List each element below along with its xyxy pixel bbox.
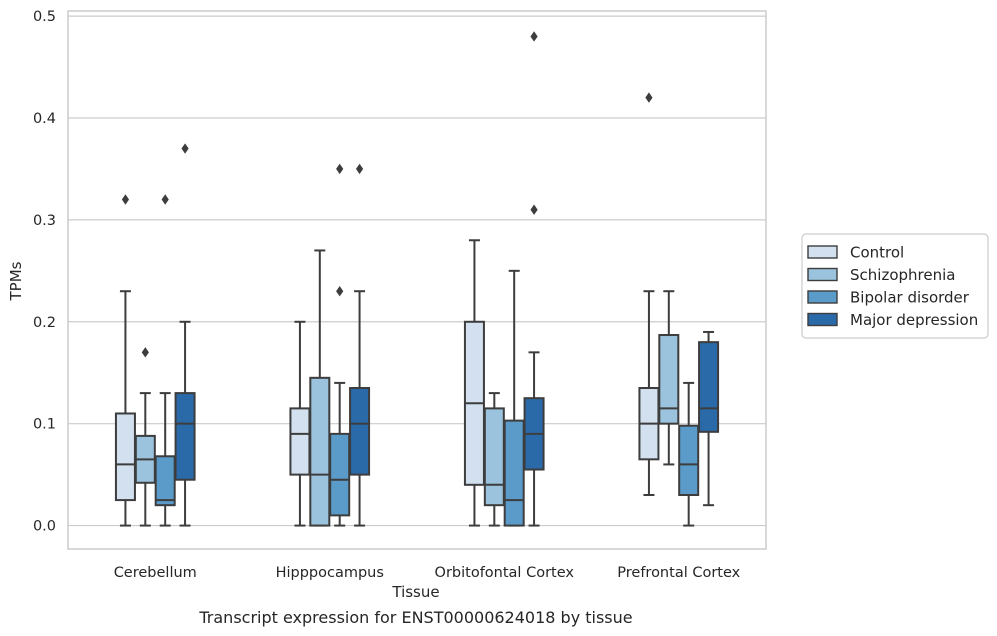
y-tick-label: 0.1 [33, 417, 56, 433]
x-tick-label: Cerebellum [114, 565, 197, 581]
legend-swatch [807, 245, 838, 259]
y-tick-label: 0.4 [33, 111, 56, 127]
box-schizophrenia [134, 347, 156, 527]
x-tick-labels: Cerebellum Hipppocampus Orbitofontal Corte… [114, 565, 741, 581]
iqr-box [658, 334, 680, 425]
y-tick-label: 0.0 [33, 519, 56, 535]
iqr-box [309, 376, 331, 527]
box-control [463, 239, 485, 527]
outlier-point [121, 194, 130, 205]
x-tick-label: Orbitofontal Cortex [435, 565, 575, 581]
x-tick-label: Prefrontal Cortex [617, 565, 740, 581]
gridlines [68, 15, 766, 527]
outlier-point [530, 31, 538, 42]
legend-label: Control [850, 244, 904, 262]
outlier-point [530, 204, 538, 215]
x-axis-label: Tissue [391, 583, 439, 601]
outlier-point [181, 143, 189, 154]
legend-frame [801, 233, 989, 339]
legend-swatch [807, 267, 838, 282]
box-schizophrenia [309, 249, 331, 527]
box-schizophrenia [658, 290, 680, 466]
iqr-box [503, 419, 525, 527]
outlier-point [141, 347, 149, 358]
box-major-depression [349, 163, 371, 527]
legend-swatch [807, 312, 838, 327]
box-control [289, 320, 311, 527]
box-bipolar-disorder [329, 163, 351, 527]
legend: Control Schizophrenia Bipolar disorder Majo… [801, 233, 989, 339]
iqr-box [483, 407, 505, 507]
box-control [638, 92, 660, 496]
outlier-point [645, 92, 653, 103]
legend-label: Schizophrenia [850, 266, 955, 284]
iqr-box [114, 412, 136, 502]
iqr-box [349, 387, 371, 476]
y-tick-label: 0.3 [33, 213, 56, 229]
iqr-box [154, 455, 176, 507]
y-tick-label: 0.2 [33, 315, 56, 331]
box-major-depression [523, 31, 545, 527]
iqr-box [678, 424, 700, 496]
box-bipolar-disorder [678, 381, 700, 527]
box-major-depression [698, 330, 720, 507]
box-control [114, 194, 136, 527]
y-axis-label: TPMs [7, 261, 25, 301]
legend-label: Major depression [850, 311, 978, 329]
outlier-point [355, 163, 364, 175]
outlier-point [161, 194, 169, 205]
iqr-box [698, 341, 720, 433]
outlier-point [336, 163, 344, 175]
iqr-box [329, 432, 351, 517]
box-bipolar-disorder [154, 194, 176, 527]
iqr-box [289, 407, 311, 476]
y-tick-label: 0.5 [33, 9, 56, 25]
boxes [114, 31, 720, 527]
y-tick-labels: 0.0 0.1 0.2 0.3 0.4 0.5 [33, 9, 56, 534]
box-major-depression [174, 143, 196, 527]
box-schizophrenia [483, 392, 505, 527]
x-tick-label: Hipppocampus [276, 565, 384, 581]
iqr-box [174, 392, 196, 481]
chart-caption: Transcript expression for ENST0000062401… [198, 608, 632, 627]
plot-area-frame [67, 10, 767, 550]
outlier-point [336, 286, 344, 297]
legend-label: Bipolar disorder [850, 289, 970, 307]
legend-swatch [807, 290, 838, 304]
box-bipolar-disorder [503, 269, 525, 527]
